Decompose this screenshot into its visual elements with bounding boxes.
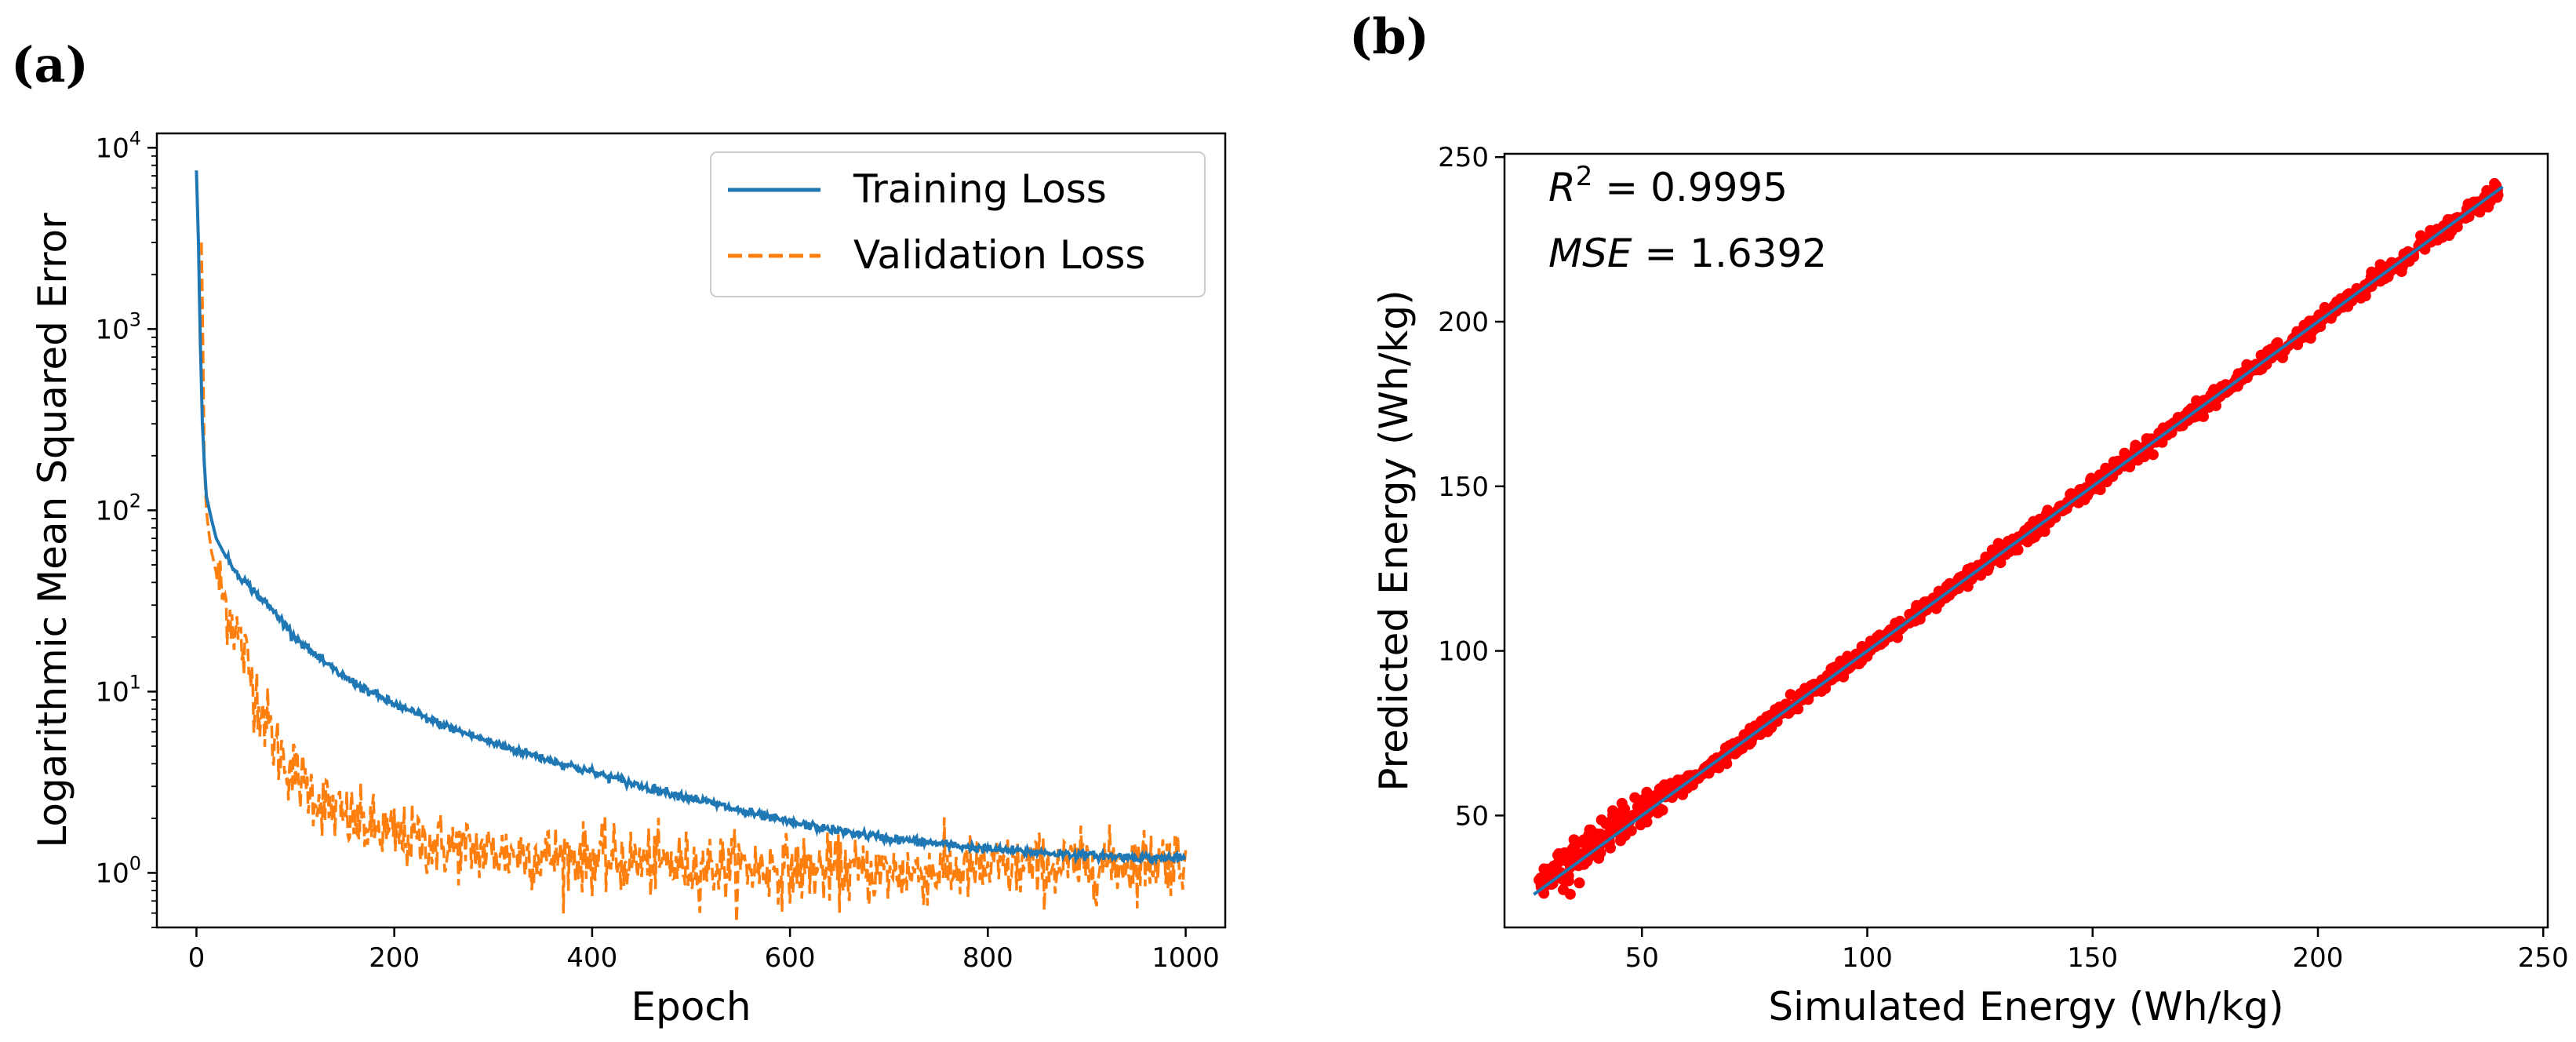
scatter-point <box>1574 877 1585 889</box>
x-tick-label: 50 <box>1625 942 1659 974</box>
scatter-point <box>1785 689 1796 701</box>
loss-chart: 0 200 400 600 800 1000 100 101 102 103 104 Epoch L… <box>30 127 1227 1029</box>
y-tick-label: 102 <box>95 490 141 526</box>
scatter-point <box>1557 852 1569 864</box>
x-tick-label: 800 <box>962 942 1013 974</box>
scatter-point <box>1914 599 1926 611</box>
x-tick-label: 250 <box>2518 942 2569 974</box>
x-tick-label: 200 <box>2293 942 2344 974</box>
scatter-point <box>2029 525 2041 537</box>
panel-label-a: (a) <box>11 36 89 93</box>
energy-chart-xlabel: Simulated Energy (Wh/kg) <box>1768 984 2283 1029</box>
scatter-point <box>2255 349 2267 361</box>
x-tick-label: 200 <box>369 942 420 974</box>
scatter-point <box>1635 819 1646 831</box>
scatter-point <box>1677 789 1689 800</box>
fit-line <box>1533 185 2504 896</box>
scatter-point <box>2042 505 2054 516</box>
scatter-point <box>1625 811 1637 822</box>
y-tick-label: 101 <box>95 671 141 708</box>
panel-label-b: (b) <box>1349 8 1429 65</box>
scatter-point <box>1783 705 1795 717</box>
loss-chart-xlabel: Epoch <box>631 984 751 1029</box>
x-tick-label: 0 <box>188 942 206 974</box>
scatter-point <box>1564 888 1576 900</box>
scatter-point <box>1614 810 1626 822</box>
scatter-point <box>2304 315 2316 327</box>
legend-box <box>710 151 1206 297</box>
scatter-point <box>1605 842 1616 854</box>
legend: Training Loss Validation Loss <box>710 151 1206 297</box>
scatter-point <box>2250 359 2261 370</box>
scatter-point <box>1632 801 1643 813</box>
y-tick-label: 200 <box>1438 307 1489 338</box>
y-tick-label: 150 <box>1438 472 1489 503</box>
energy-chart-ylabel: Predicted Energy (Wh/kg) <box>1371 290 1417 791</box>
x-tick-label: 1000 <box>1152 942 1220 974</box>
scatter-point <box>1583 839 1595 851</box>
scatter-point <box>1774 701 1785 713</box>
scatter-point <box>2138 451 2150 462</box>
mse-annotation: MSE = 1.6392 <box>1548 231 1827 276</box>
scatter-point <box>1542 863 1554 875</box>
scatter-point <box>1629 792 1641 803</box>
y-tick-label: 104 <box>95 127 141 164</box>
y-tick-label: 250 <box>1438 142 1489 173</box>
legend-label-validation: Validation Loss <box>853 232 1145 278</box>
scatter-point <box>1986 545 1998 556</box>
validation-loss-line <box>200 242 1188 923</box>
x-tick-label: 100 <box>1842 942 1893 974</box>
scatter-point <box>1593 852 1605 864</box>
y-tick-label: 100 <box>1438 636 1489 668</box>
scatter-point <box>1539 873 1551 885</box>
scatter-point <box>2065 489 2076 501</box>
scatter-point <box>1968 570 1980 581</box>
training-loss-line <box>195 170 1187 866</box>
scatter-point <box>2207 385 2219 397</box>
y-tick-label: 50 <box>1455 800 1489 832</box>
y-tick-label: 100 <box>95 852 141 889</box>
x-tick-label: 150 <box>2067 942 2118 974</box>
scatter-point <box>1838 671 1850 683</box>
scatter-point <box>1601 818 1612 829</box>
y-tick-label: 103 <box>95 308 141 345</box>
scatter-point <box>1647 794 1659 806</box>
x-tick-label: 400 <box>566 942 617 974</box>
scatter-point <box>2446 225 2458 237</box>
loss-chart-ylabel: Logarithmic Mean Squared Error <box>30 213 75 848</box>
scatter-point <box>1616 797 1628 809</box>
energy-chart-frame <box>1503 152 2549 929</box>
scatter-point <box>2147 449 2159 461</box>
scatter-point <box>1995 557 2007 569</box>
energy-scatter-chart: 50 100 150 200 250 50 100 150 200 250 Simulated E… <box>1371 142 2569 1029</box>
scatter-point <box>1573 836 1585 848</box>
r2-annotation: R2 = 0.9995 <box>1548 161 1788 210</box>
scatter-point <box>1616 831 1628 843</box>
scatter-point <box>1962 581 1974 592</box>
loss-chart-frame <box>155 132 1227 929</box>
x-tick-label: 600 <box>765 942 816 974</box>
scatter-point <box>1566 843 1578 855</box>
legend-label-training: Training Loss <box>853 166 1107 212</box>
